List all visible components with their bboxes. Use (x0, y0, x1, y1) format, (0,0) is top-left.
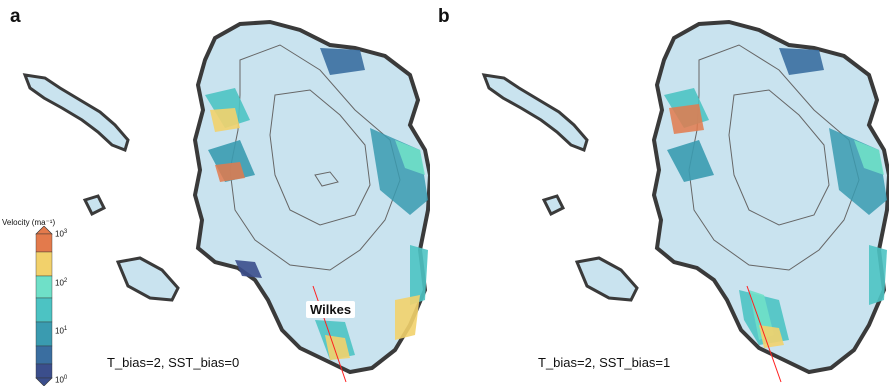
island-a-2 (115, 256, 180, 302)
antarctica-map-b (481, 19, 889, 383)
colorbar-tick-3: 103 (55, 229, 68, 239)
island-a-1 (82, 194, 107, 217)
contour-a-2 (269, 89, 371, 226)
peninsula-a (22, 73, 130, 152)
wilkes-label: Wilkes (306, 301, 356, 318)
ice-sheet-a (192, 19, 430, 375)
peninsula-b (481, 73, 589, 152)
contour-a-3 (314, 171, 339, 187)
contour-b-2 (728, 89, 830, 226)
colorbar (35, 226, 53, 386)
colorbar-tick-2: 102 (55, 278, 68, 288)
flowline-b (746, 285, 782, 383)
colorbar-tick-1: 101 (55, 326, 68, 336)
panel-a-params: T_bias=2, SST_bias=0 (107, 355, 240, 370)
antarctica-map-a (22, 19, 430, 383)
colorbar-title: Velocity (ma⁻¹) (2, 218, 56, 227)
island-b-2 (574, 256, 639, 302)
panel-b-params: T_bias=2, SST_bias=1 (538, 355, 671, 370)
panel-a-letter: a (10, 6, 21, 27)
island-b-1 (541, 194, 566, 217)
panel-b-letter: b (438, 6, 450, 27)
colorbar-tick-0: 100 (55, 375, 68, 385)
ice-sheet-b (651, 19, 889, 375)
